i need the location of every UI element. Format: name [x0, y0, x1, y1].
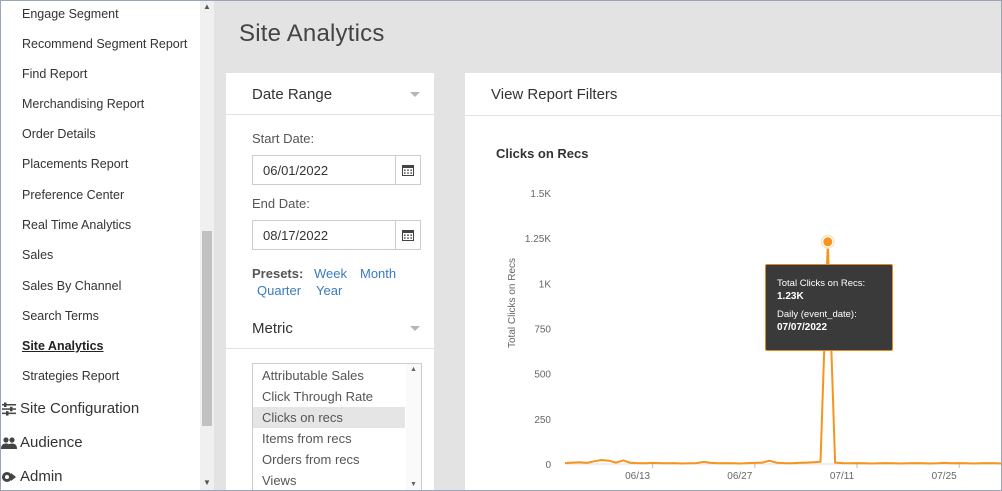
- metric-listbox[interactable]: Attributable Sales Click Through Rate Cl…: [252, 363, 422, 490]
- calendar-icon[interactable]: [395, 156, 420, 184]
- sidebar-section-site-configuration[interactable]: Site Configuration: [1, 400, 139, 417]
- preset-quarter-link[interactable]: Quarter: [257, 283, 302, 298]
- scroll-down-arrow-icon[interactable]: ▼: [203, 478, 211, 487]
- y-tick-label: 1K: [539, 279, 552, 290]
- sidebar-scrollbar[interactable]: ▲ ▼: [200, 1, 214, 490]
- start-date-field[interactable]: 06/01/2022: [252, 155, 421, 185]
- x-tick-label: 06/13: [625, 471, 650, 482]
- chart-tooltip: Total Clicks on Recs: 1.23K Daily (event…: [765, 264, 893, 351]
- tooltip-date-label: Daily (event_date):: [777, 309, 857, 320]
- page-title: Site Analytics: [239, 20, 385, 47]
- metric-label: Metric: [252, 320, 293, 337]
- sidebar-item-strategies-report[interactable]: Strategies Report: [22, 369, 120, 383]
- report-filters-header[interactable]: View Report Filters: [465, 73, 1001, 116]
- y-tick-label: 500: [534, 370, 551, 381]
- scroll-down-arrow-icon[interactable]: ▼: [410, 481, 417, 488]
- sidebar-item-placements-report[interactable]: Placements Report: [22, 157, 129, 171]
- chevron-down-icon: [410, 326, 420, 331]
- sidebar-item-order-details[interactable]: Order Details: [22, 127, 96, 141]
- metric-option-selected[interactable]: Clicks on recs: [253, 407, 405, 428]
- line-chart: Total Clicks on Recs 0 250 500 750 1K 1.25K 1.…: [507, 189, 1001, 482]
- admin-icon: [1, 470, 17, 484]
- view-report-filters-label: View Report Filters: [491, 86, 618, 103]
- metric-option[interactable]: Orders from recs: [262, 452, 360, 467]
- report-panel: View Report Filters Clicks on Recs Total…: [465, 73, 1001, 490]
- metric-list-scrollbar[interactable]: ▲ ▼: [406, 364, 421, 490]
- sidebar-section-label: Audience: [20, 434, 83, 451]
- sliders-icon: [1, 402, 17, 416]
- sidebar-section-label: Admin: [20, 468, 63, 485]
- preset-month-link[interactable]: Month: [360, 266, 397, 281]
- metric-option[interactable]: Items from recs: [262, 431, 352, 446]
- metric-option[interactable]: Views: [262, 473, 297, 488]
- chevron-down-icon: [410, 92, 420, 97]
- y-tick-label: 250: [534, 415, 551, 426]
- sidebar-item-preference-center[interactable]: Preference Center: [22, 188, 125, 202]
- filters-panel: Date Range Start Date: 06/01/2022: [226, 73, 434, 490]
- sidebar: Engage Segment Recommend Segment Report …: [1, 1, 214, 490]
- sidebar-item-real-time-analytics[interactable]: Real Time Analytics: [22, 218, 132, 232]
- tooltip-metric-label: Total Clicks on Recs:: [777, 278, 866, 289]
- users-icon: [1, 436, 17, 450]
- end-date-value: 08/17/2022: [263, 228, 329, 243]
- y-tick-label: 750: [534, 325, 551, 336]
- sidebar-section-label: Site Configuration: [20, 400, 140, 417]
- x-tick-label: 07/11: [830, 471, 855, 482]
- metric-option[interactable]: Attributable Sales: [262, 368, 364, 383]
- tooltip-date-value: 07/07/2022: [777, 322, 828, 333]
- y-axis-label: Total Clicks on Recs: [507, 258, 518, 348]
- start-date-label: Start Date:: [252, 131, 315, 146]
- chart-title: Clicks on Recs: [496, 146, 589, 161]
- tooltip-metric-value: 1.23K: [777, 291, 804, 302]
- date-range-header[interactable]: Date Range: [226, 73, 434, 115]
- scroll-up-arrow-icon[interactable]: ▲: [410, 366, 417, 373]
- sidebar-item-sales[interactable]: Sales: [22, 248, 54, 262]
- metric-header[interactable]: Metric: [226, 307, 434, 349]
- date-range-label: Date Range: [252, 86, 333, 103]
- x-tick-label: 06/27: [727, 471, 752, 482]
- presets-label: Presets:: [252, 266, 304, 281]
- sidebar-item-site-analytics[interactable]: Site Analytics: [22, 339, 104, 353]
- sidebar-item-engage-segment[interactable]: Engage Segment: [22, 7, 119, 21]
- sidebar-item-merchandising-report[interactable]: Merchandising Report: [22, 97, 145, 111]
- end-date-field[interactable]: 08/17/2022: [252, 220, 421, 250]
- y-tick-label: 1.5K: [530, 189, 551, 200]
- main-content: Site Analytics Date Range Start Date: 06…: [214, 1, 1001, 490]
- y-tick-label: 1.25K: [525, 234, 551, 245]
- preset-year-link[interactable]: Year: [316, 283, 343, 298]
- sidebar-item-recommend-segment-report[interactable]: Recommend Segment Report: [22, 37, 188, 51]
- calendar-icon[interactable]: [395, 221, 420, 249]
- sidebar-section-audience[interactable]: Audience: [1, 434, 83, 451]
- scroll-up-arrow-icon[interactable]: ▲: [203, 2, 211, 11]
- sidebar-item-find-report[interactable]: Find Report: [22, 67, 88, 81]
- preset-week-link[interactable]: Week: [314, 266, 347, 281]
- sidebar-item-sales-by-channel[interactable]: Sales By Channel: [22, 279, 122, 293]
- y-tick-label: 0: [545, 460, 551, 471]
- x-tick-label: 07/25: [932, 471, 957, 482]
- sidebar-item-search-terms[interactable]: Search Terms: [22, 309, 99, 323]
- series-line: [564, 240, 1001, 465]
- scrollbar-thumb[interactable]: [202, 231, 212, 426]
- sidebar-section-admin[interactable]: Admin: [1, 468, 63, 485]
- metric-option[interactable]: Click Through Rate: [262, 389, 374, 404]
- end-date-label: End Date:: [252, 196, 310, 211]
- start-date-value: 06/01/2022: [263, 163, 329, 178]
- highlight-point[interactable]: [822, 236, 834, 248]
